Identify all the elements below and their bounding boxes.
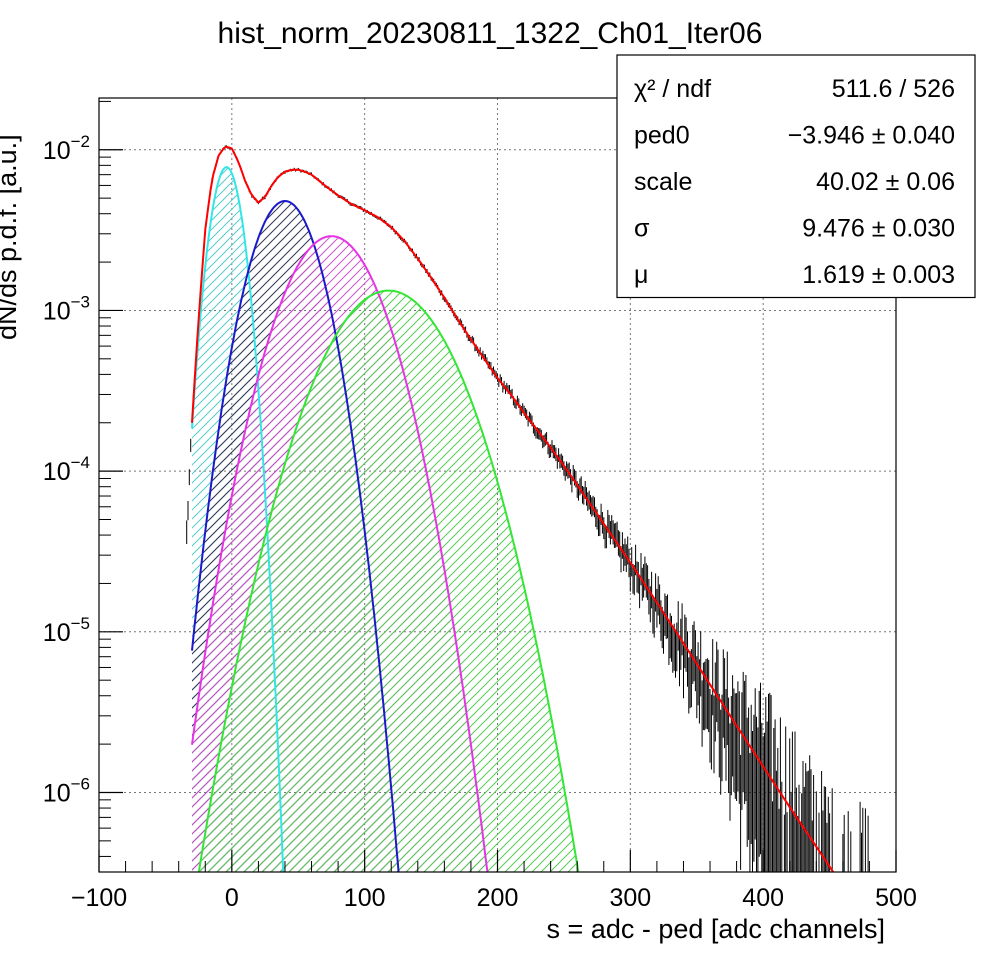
x-tick-label: 400 [742, 884, 784, 912]
y-tick-label: 10−2 [43, 132, 90, 165]
y-tick-label: 10−5 [43, 614, 90, 647]
x-tick-label: 100 [344, 884, 386, 912]
stats-value: 511.6 / 526 [832, 75, 955, 103]
y-tick-label: 10−3 [43, 292, 90, 325]
x-tick-label: 0 [225, 884, 239, 912]
y-axis-title: dN/ds p.d.f. [a.u.] [0, 134, 22, 340]
stats-value: −3.946 ± 0.040 [788, 122, 955, 150]
fit-curves [191, 145, 835, 872]
stats-label: χ² / ndf [634, 75, 711, 103]
component-curve-2 [191, 199, 400, 872]
y-tick-label: 10−4 [43, 453, 90, 486]
stats-value: 9.476 ± 0.030 [802, 215, 955, 243]
component-curve-4 [197, 289, 580, 872]
component-curve-3 [191, 235, 489, 872]
fit-statistics-box: χ² / ndf 511.6 / 526 ped0 −3.946 ± 0.040 sca… [616, 54, 976, 299]
x-tick-label: −100 [71, 884, 127, 912]
stats-value: 40.02 ± 0.06 [816, 168, 955, 196]
stats-box-frame [616, 54, 976, 299]
x-tick-label: 200 [477, 884, 519, 912]
axes: −100 0 100 200 300 400 500 10−2 10−3 10−4 10−5 10−6 [43, 100, 917, 912]
chart-title: hist_norm_20230811_1322_Ch01_Iter06 [218, 17, 763, 50]
total-fit-curve [191, 145, 835, 872]
stats-label: scale [634, 168, 692, 196]
component-fill-4 [192, 290, 591, 872]
component-curve-1 [191, 166, 285, 872]
x-tick-label: 300 [609, 884, 651, 912]
component-fills [192, 167, 591, 872]
y-tick-label: 10−6 [43, 774, 90, 807]
stats-value: 1.619 ± 0.003 [802, 261, 955, 289]
stats-label: ped0 [634, 122, 690, 150]
stats-label: σ [634, 215, 650, 243]
x-tick-label: 500 [875, 884, 917, 912]
x-axis-title: s = adc - ped [adc channels] [547, 914, 885, 944]
stats-label: μ [634, 261, 648, 289]
